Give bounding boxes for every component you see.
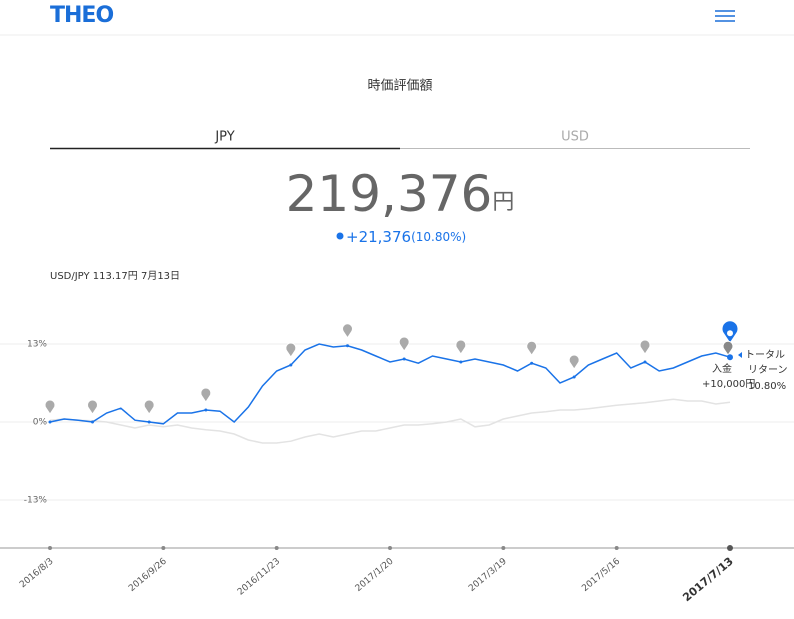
deposit-pin	[722, 340, 734, 357]
series-line	[49, 343, 731, 425]
deposit-pin	[87, 399, 98, 415]
section-title: 時価評価額	[367, 79, 432, 94]
deposit-pin	[526, 340, 538, 357]
deposit-dot	[346, 344, 349, 348]
deposit-dot	[204, 408, 208, 412]
deposit-pin	[398, 336, 410, 352]
y-tick-label: -13%	[24, 496, 48, 506]
deposit-dot	[147, 420, 151, 424]
deposit-pin	[455, 339, 467, 355]
y-tick-label: 13%	[27, 340, 47, 350]
x-tick-label: 2017/3/19	[467, 556, 509, 593]
annotation: 入金	[712, 362, 732, 375]
deposit-dot	[530, 361, 534, 365]
deposit-pin	[44, 399, 56, 415]
annotation: +10,000円	[702, 379, 755, 390]
x-tick	[727, 545, 733, 551]
amount-value: 219,376	[286, 165, 493, 223]
x-tick-label: 2017/7/13	[680, 555, 736, 605]
x-tick	[501, 546, 506, 550]
deposit-pin	[143, 399, 155, 415]
x-tick-label: 2017/5/16	[580, 556, 622, 593]
y-tick-label: 0%	[33, 418, 48, 428]
deposit-dot	[48, 420, 52, 424]
deposit-dot	[289, 363, 293, 367]
series-line	[49, 398, 731, 444]
x-tick	[388, 546, 392, 550]
deposit-dot	[402, 357, 406, 361]
amount: 219,376円	[286, 165, 515, 223]
deposit-pin	[568, 354, 580, 370]
annotation: トータル	[745, 349, 785, 361]
deposit-pin	[200, 387, 212, 403]
end-dot	[727, 354, 733, 361]
x-tick-label: 2016/8/3	[18, 557, 55, 591]
change-value: +21,376	[346, 228, 411, 246]
change: +21,376(10.80%)	[346, 228, 466, 246]
deposit-dot	[643, 360, 647, 364]
annotation: リターン	[748, 364, 788, 376]
x-tick	[48, 546, 52, 550]
logo[interactable]: THEO	[50, 3, 114, 28]
deposit-pin	[285, 342, 297, 358]
pin-hole	[727, 330, 733, 337]
x-tick	[161, 546, 166, 550]
x-tick-label: 2017/1/20	[354, 556, 396, 593]
deposit-pin	[342, 323, 353, 339]
deposit-dot	[572, 375, 576, 379]
deposit-dot	[459, 360, 463, 364]
change-pct: (10.80%)	[411, 230, 466, 244]
amount-unit: 円	[492, 190, 514, 215]
chart: 13% 0% -13% 2016/8/3 2016/9/26 2016/11/23 2017…	[0, 320, 794, 605]
change-dot	[336, 232, 344, 240]
x-tick	[614, 546, 619, 550]
x-tick-label: 2016/9/26	[127, 556, 169, 593]
tab-usd[interactable]: USD	[561, 130, 589, 145]
annotation: 10.80%	[748, 381, 786, 392]
deposit-pin	[639, 339, 651, 355]
menu-button[interactable]	[715, 10, 735, 22]
fx-rate: USD/JPY 113.17円 7月13日	[50, 270, 180, 282]
annotation-arrow	[738, 352, 742, 358]
x-tick-label: 2016/11/23	[236, 557, 282, 598]
tab-jpy[interactable]: JPY	[214, 130, 234, 145]
x-tick	[274, 546, 279, 550]
deposit-dot	[91, 420, 94, 424]
